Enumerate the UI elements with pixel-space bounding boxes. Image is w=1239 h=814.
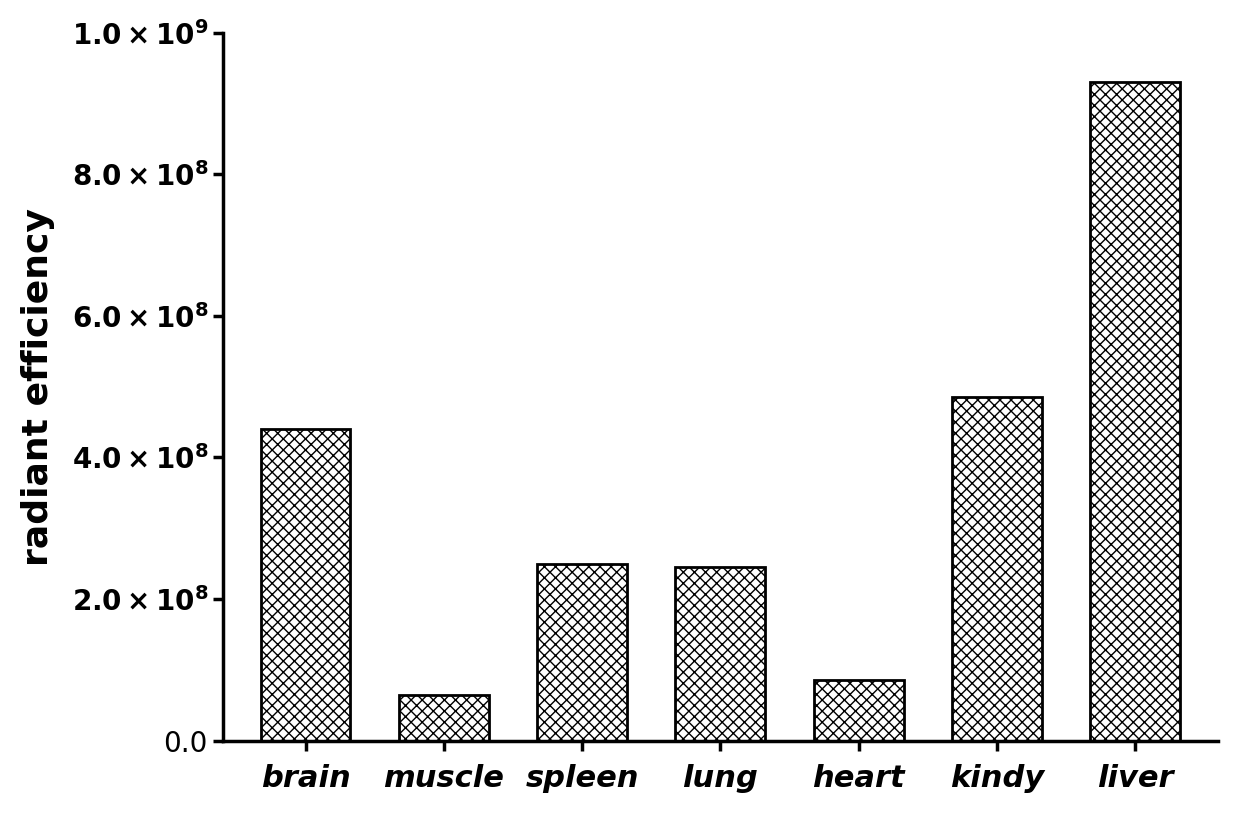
Bar bbox=[538, 563, 627, 741]
Bar bbox=[814, 681, 903, 741]
Bar bbox=[260, 429, 351, 741]
Bar bbox=[952, 397, 1042, 741]
Y-axis label: radiant efficiency: radiant efficiency bbox=[21, 208, 55, 566]
Bar bbox=[675, 567, 766, 741]
Bar bbox=[399, 694, 488, 741]
Bar bbox=[1090, 82, 1180, 741]
